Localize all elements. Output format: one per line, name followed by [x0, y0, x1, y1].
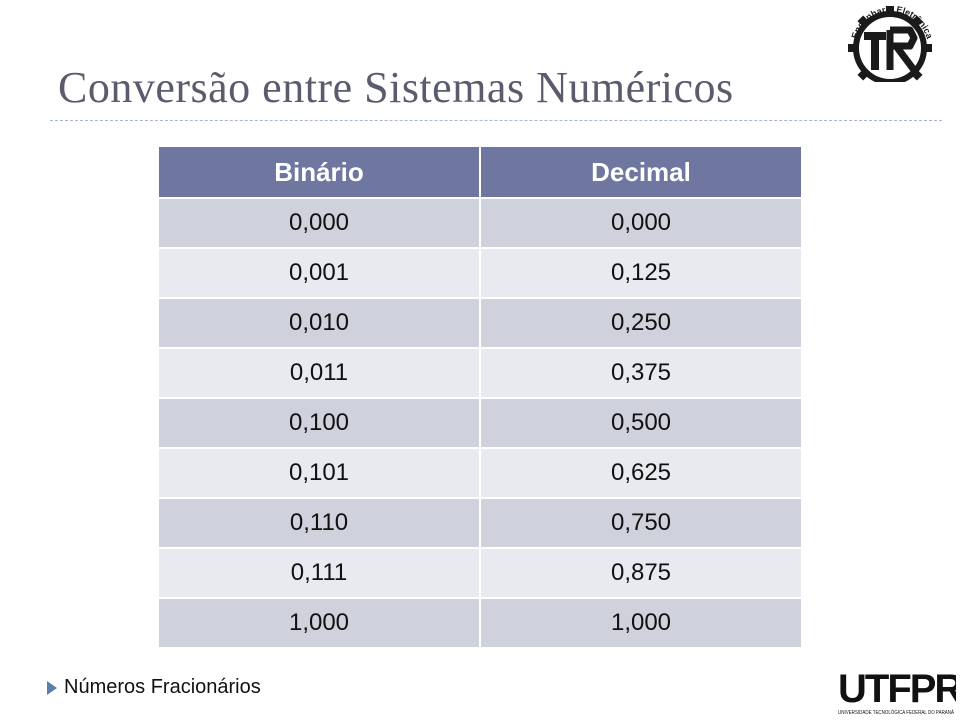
binary-cell: 1,000 [159, 597, 480, 647]
table-row: 0,011 0,375 [159, 347, 801, 398]
table-row: 0,000 0,000 [159, 197, 801, 248]
table-header-row: Binário Decimal [159, 147, 801, 199]
decimal-cell: 0,875 [479, 547, 801, 598]
table-row: 0,010 0,250 [159, 297, 801, 348]
footer-text: Números Fracionários [64, 676, 261, 698]
decimal-cell: 0,375 [479, 347, 801, 398]
table-row: 0,100 0,500 [159, 397, 801, 448]
decimal-cell: 0,750 [479, 497, 801, 548]
binary-cell: 0,100 [159, 397, 480, 448]
binary-cell: 0,101 [159, 447, 480, 498]
table-row: 1,000 1,000 [159, 597, 801, 647]
engineering-gear-logo: Engenharia Eletrônica [834, 0, 946, 90]
decimal-cell: 1,000 [479, 597, 801, 647]
binary-cell: 0,011 [159, 347, 480, 398]
binary-cell: 0,001 [159, 247, 480, 298]
binary-cell: 0,010 [159, 297, 480, 348]
triangle-right-icon [46, 680, 58, 696]
binary-cell: 0,000 [159, 197, 480, 248]
utfpr-wordmark: UTFPR [838, 667, 956, 711]
column-header-binary: Binário [159, 147, 480, 199]
decimal-cell: 0,000 [479, 197, 801, 248]
decimal-cell: 0,125 [479, 247, 801, 298]
table-row: 0,001 0,125 [159, 247, 801, 298]
decimal-cell: 0,625 [479, 447, 801, 498]
decimal-cell: 0,250 [479, 297, 801, 348]
utfpr-caption: UNIVERSIDADE TECNOLÓGICA FEDERAL DO PARA… [838, 709, 954, 716]
binary-cell: 0,110 [159, 497, 480, 548]
decimal-cell: 0,500 [479, 397, 801, 448]
table-row: 0,110 0,750 [159, 497, 801, 548]
table-row: 0,111 0,875 [159, 547, 801, 598]
slide-title: Conversão entre Sistemas Numéricos [58, 63, 734, 112]
footer-section-label: Números Fracionários [46, 676, 261, 699]
binary-cell: 0,111 [159, 547, 480, 598]
conversion-table: Binário Decimal 0,000 0,000 0,001 0,125 … [159, 147, 801, 647]
utfpr-logo: UTFPR UNIVERSIDADE TECNOLÓGICA FEDERAL D… [836, 662, 960, 718]
table-row: 0,101 0,625 [159, 447, 801, 498]
column-header-decimal: Decimal [479, 147, 801, 199]
title-divider [50, 120, 942, 121]
